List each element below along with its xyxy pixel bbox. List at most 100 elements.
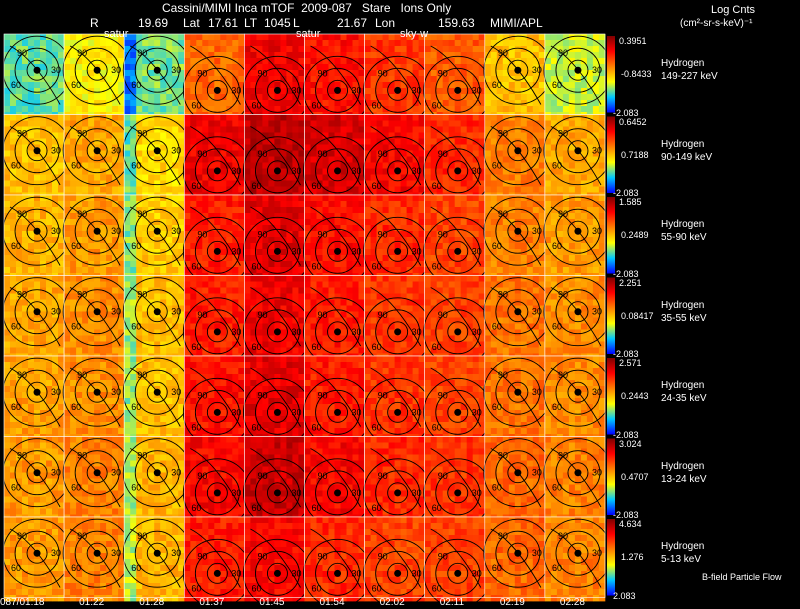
- contour-label: 90: [558, 370, 568, 380]
- image-frame: 30 60 90: [543, 436, 613, 521]
- contour-label: 60: [11, 241, 21, 251]
- contour-label: 60: [251, 100, 261, 110]
- bfield-contours: 30 60 90: [62, 35, 132, 105]
- contour-label: 30: [532, 146, 542, 156]
- contour-label: 30: [171, 226, 181, 236]
- image-frame: 30 60 90: [363, 516, 433, 608]
- contour-label: 60: [251, 422, 261, 432]
- image-frame: 30 60 90: [363, 436, 433, 528]
- contour-label: 30: [592, 387, 602, 397]
- contour-label: 30: [231, 488, 241, 498]
- image-frame: 30 60 90: [122, 275, 192, 360]
- image-frame: 30 60 90: [182, 114, 252, 206]
- image-frame: 30 60 90: [122, 194, 192, 280]
- contour-label: 90: [17, 531, 27, 541]
- contour-label: 30: [231, 246, 241, 256]
- image-frame: 30 60 90: [423, 355, 493, 447]
- lat-value: 17.61: [208, 16, 239, 30]
- contour-label: 90: [498, 370, 508, 380]
- contour-label: 30: [472, 488, 482, 498]
- contour-label: 30: [291, 327, 301, 337]
- image-frame: 30 60 90: [182, 355, 252, 447]
- colorbar-min-label: 2.083: [613, 590, 636, 601]
- contour-label: 60: [191, 342, 201, 352]
- contour-label: 60: [432, 583, 442, 593]
- bfield-contours: 30 60 90: [122, 35, 192, 105]
- bfield-contours: 30 60 90: [62, 518, 132, 588]
- bfield-contours: 30 60 90: [2, 357, 72, 427]
- contour-label: 90: [197, 310, 207, 320]
- image-frame: 30 60 90: [182, 275, 252, 367]
- image-frame: 30 60 90: [243, 516, 312, 608]
- image-frame: 30 60 90: [2, 33, 72, 119]
- contour-label: 90: [498, 290, 508, 300]
- bfield-contours: 30 60 90: [2, 277, 72, 347]
- colorbar-max-label: 0.3951: [619, 36, 647, 46]
- bfield-contours: 30 60 90: [122, 196, 192, 266]
- image-frame: 30 60 90: [2, 114, 72, 199]
- contour-label: 30: [532, 65, 542, 75]
- contour-label: 30: [291, 488, 301, 498]
- units-expression: (cm²-sr-s-keV)⁻¹: [680, 18, 753, 29]
- contour-label: 90: [17, 129, 27, 139]
- contour-label: 30: [51, 226, 61, 236]
- plot-title: Cassini/MIMI Inca mTOF 2009-087 Stare Io…: [162, 1, 452, 15]
- image-frame: 30 60 90: [303, 436, 373, 528]
- colorbar: [607, 438, 615, 515]
- channel-species: Hydrogen: [661, 219, 705, 231]
- contour-label: 60: [71, 563, 81, 573]
- contour-label: 30: [111, 387, 121, 397]
- contour-label: 90: [378, 310, 388, 320]
- channel-row: 30 60 90 30 60 90 30 60 90 30 60 90 30 60 90 30 60 90 30 60…: [2, 516, 615, 608]
- contour-label: 90: [257, 390, 267, 400]
- channel-row: 30 60 90 30 60 90 30 60 90 30 60 90 30 60 90 30 60 90 30 60…: [2, 33, 615, 125]
- channel-species: Hydrogen: [661, 299, 705, 311]
- contour-label: 60: [552, 241, 562, 251]
- channel-energy: 55-90 keV: [661, 232, 707, 244]
- bfield-contours: 30 60 90: [243, 528, 312, 608]
- contour-label: 30: [111, 65, 121, 75]
- contour-label: 90: [378, 471, 388, 481]
- time-tick-label: 01:28: [139, 597, 165, 608]
- contour-label: 60: [552, 161, 562, 171]
- channel-row: 30 60 90 30 60 90 30 60 90 30 60 90 30 60 90 30 60 90 30 60…: [2, 194, 615, 286]
- contour-label: 60: [372, 181, 382, 191]
- contour-label: 60: [552, 322, 562, 332]
- image-frame: 30 60 90: [303, 114, 373, 206]
- bfield-contours: 30 60 90: [423, 528, 493, 608]
- contour-label: 60: [71, 241, 81, 251]
- bfield-contours: 30 60 90: [243, 126, 312, 206]
- contour-label: 30: [291, 568, 301, 578]
- contour-label: 30: [231, 327, 241, 337]
- bfield-contours: 30 60 90: [543, 196, 613, 266]
- contour-label: 60: [191, 422, 201, 432]
- contour-label: 60: [372, 583, 382, 593]
- colorbar-mid-label: 0.2489: [621, 230, 649, 241]
- bfield-flow-legend: B-field Particle Flow: [702, 572, 782, 582]
- contour-label: 90: [77, 48, 87, 58]
- contour-label: 90: [318, 551, 328, 561]
- contour-label: 30: [111, 226, 121, 236]
- contour-label: 30: [592, 65, 602, 75]
- contour-label: 30: [352, 488, 362, 498]
- contour-label: 90: [17, 48, 27, 58]
- image-frame: 30 60 90: [243, 194, 312, 286]
- image-frame: 30 60 90: [122, 33, 192, 119]
- contour-label: 30: [472, 568, 482, 578]
- bfield-contours: 30 60 90: [62, 196, 132, 266]
- contour-label: 60: [492, 80, 502, 90]
- contour-label: 60: [71, 80, 81, 90]
- contour-label: 30: [111, 307, 121, 317]
- colorbar: [607, 358, 615, 435]
- image-frame: 30 60 90: [182, 33, 252, 125]
- contour-label: 90: [438, 229, 448, 239]
- contour-label: 30: [291, 85, 301, 95]
- image-frame: 30 60 90: [243, 114, 312, 206]
- contour-label: 90: [318, 310, 328, 320]
- colorbar-min-label: -2.083: [613, 268, 639, 279]
- contour-label: 60: [312, 100, 322, 110]
- contour-label: 60: [492, 161, 502, 171]
- contour-label: 30: [352, 568, 362, 578]
- contour-label: 60: [312, 342, 322, 352]
